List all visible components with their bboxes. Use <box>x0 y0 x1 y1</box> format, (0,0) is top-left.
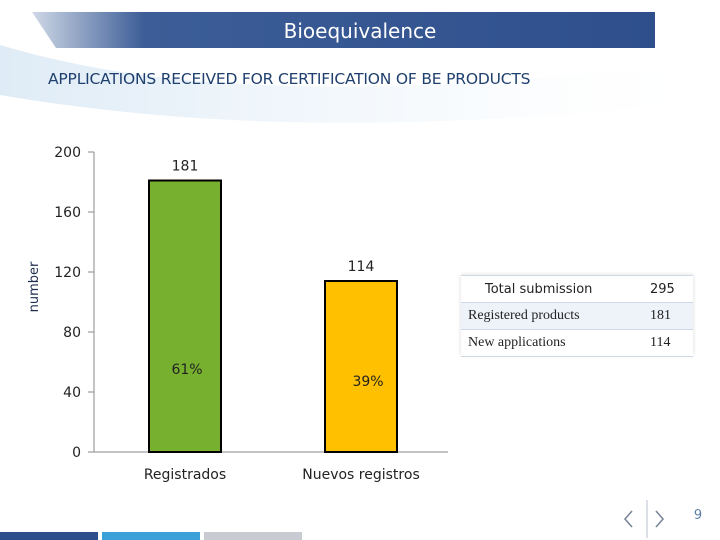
footer-bar-2 <box>102 532 200 540</box>
bar-percent-label: 39% <box>352 374 383 390</box>
summary-label: New applications <box>461 329 643 357</box>
bars: 181 61% Registrados 114 39% Nuevos registros <box>144 159 420 484</box>
slide-navigation <box>623 500 665 538</box>
x-category-label: Registrados <box>144 467 226 483</box>
header-banner <box>32 12 655 48</box>
summary-table: Total submission 295 Registered products… <box>461 275 693 357</box>
y-tick-label: 40 <box>63 385 81 401</box>
footer-bar-3 <box>204 532 302 540</box>
y-axis-label: number <box>27 261 42 312</box>
bar-value-label: 114 <box>348 259 375 275</box>
summary-value: 114 <box>643 329 693 357</box>
y-tick-label: 80 <box>63 325 81 341</box>
y-ticks: 0 40 80 120 160 200 <box>54 145 94 461</box>
x-category-label: Nuevos registros <box>302 467 419 483</box>
bar-registrados <box>148 179 222 453</box>
summary-value: 295 <box>643 275 693 303</box>
summary-label: Registered products <box>461 302 643 330</box>
summary-value: 181 <box>643 302 693 330</box>
y-tick-label: 160 <box>54 205 81 221</box>
page-number: 9 <box>693 508 703 523</box>
summary-row-total: Total submission 295 <box>461 275 693 303</box>
summary-row-new: New applications 114 <box>461 329 693 357</box>
y-tick-label: 200 <box>54 145 81 161</box>
y-tick-label: 0 <box>72 445 81 461</box>
chevron-left-icon[interactable] <box>623 510 633 528</box>
summary-label: Total submission <box>461 275 643 303</box>
footer-bar-1 <box>0 532 98 540</box>
bar-value-label: 181 <box>172 159 199 175</box>
bar-nuevos-registros <box>324 280 398 453</box>
page-title: Bioequivalence <box>283 19 437 43</box>
summary-row-registered: Registered products 181 <box>461 302 693 330</box>
y-tick-label: 120 <box>54 265 81 281</box>
bar-percent-label: 61% <box>171 362 202 378</box>
chevron-right-icon[interactable] <box>655 510 665 528</box>
chart-subtitle: APPLICATIONS RECEIVED FOR CERTIFICATION … <box>48 70 531 88</box>
